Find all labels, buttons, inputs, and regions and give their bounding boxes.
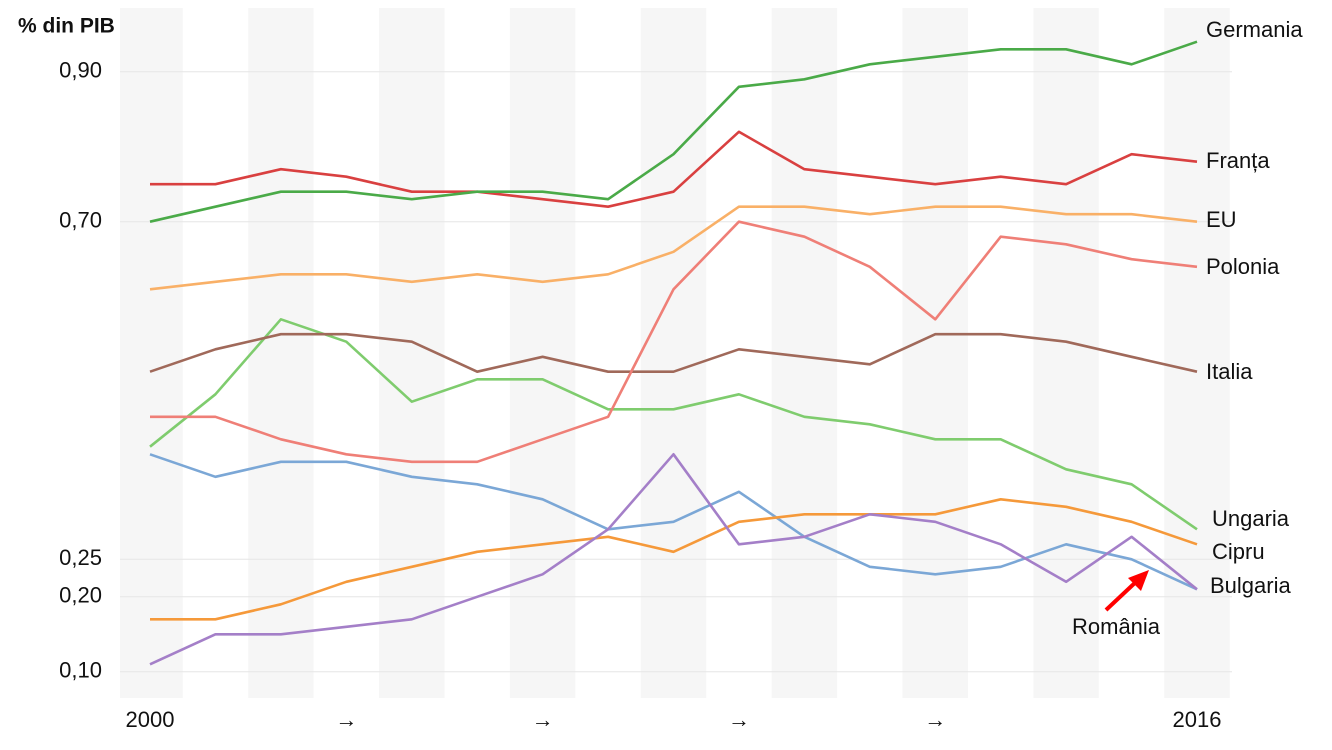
y-tick-label: 0,25 (59, 545, 102, 570)
y-tick-label: 0,90 (59, 58, 102, 83)
annotation-arrow (1104, 578, 1140, 612)
series-label: Ungaria (1212, 506, 1290, 531)
x-tick-label: → (924, 707, 946, 732)
background-stripe (1033, 8, 1099, 698)
y-tick-label: 0,10 (59, 658, 102, 683)
series-line (149, 40, 1198, 223)
y-tick-label: 0,70 (59, 208, 102, 233)
series-line (149, 205, 1198, 291)
x-tick-label: → (728, 707, 750, 732)
background-stripe (640, 8, 707, 698)
series-label: Cipru (1212, 539, 1265, 564)
x-tick-label: → (532, 707, 554, 732)
series-line (149, 453, 1198, 591)
series-label: Polonia (1206, 254, 1280, 279)
series-line (149, 332, 1198, 373)
background-stripe (902, 8, 968, 698)
background-stripe (248, 8, 314, 698)
series-line (150, 498, 1198, 621)
series-line (150, 130, 1198, 208)
series-line (150, 220, 1198, 464)
annotation-arrowhead (1128, 570, 1149, 591)
background-stripe (1164, 8, 1230, 698)
x-tick-label: → (335, 707, 357, 732)
background-stripe (509, 8, 576, 698)
x-tick-label: 2016 (1173, 707, 1222, 732)
series-label: Franța (1206, 148, 1270, 173)
series-label: Bulgaria (1210, 573, 1291, 598)
y-axis-title: % din PIB (18, 15, 115, 38)
series-label: România (1072, 614, 1161, 639)
series-line (149, 453, 1198, 666)
x-tick-label: 2000 (126, 707, 175, 732)
y-tick-label: 0,20 (59, 583, 102, 608)
background-stripe (120, 8, 183, 698)
series-label: Italia (1206, 359, 1253, 384)
series-label: EU (1206, 207, 1237, 232)
series-label: Germania (1206, 17, 1303, 42)
